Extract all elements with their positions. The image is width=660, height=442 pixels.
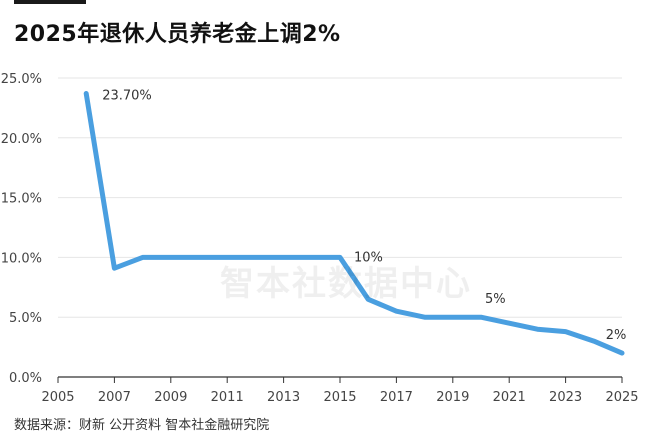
y-axis: 0.0% 5.0% 10.0% 15.0% 20.0% 25.0%: [1, 72, 42, 386]
x-axis: 2005 2007 2009 2011 2013 2015 2017 2019 2021 2023…: [41, 377, 639, 405]
y-tick-label: 5.0%: [9, 311, 42, 326]
chart-title: 2025年退休人员养老金上调2%: [14, 22, 341, 47]
gridlines: [58, 77, 622, 378]
x-tick-label: 2023: [549, 390, 582, 405]
y-tick-label: 20.0%: [1, 132, 42, 147]
y-tick-label: 0.0%: [9, 371, 42, 386]
x-tick-label: 2005: [41, 390, 74, 405]
x-tick-label: 2025: [605, 390, 638, 405]
y-tick-label: 25.0%: [1, 72, 42, 87]
x-tick-label: 2015: [323, 390, 356, 405]
data-label: 2%: [606, 328, 627, 343]
x-tick-label: 2017: [380, 390, 413, 405]
x-tick-label: 2021: [493, 390, 526, 405]
x-tick-label: 2009: [154, 390, 187, 405]
series-layer: [83, 91, 625, 356]
x-tick-label: 2013: [267, 390, 300, 405]
data-labels: 23.70% 10% 5% 2%: [102, 89, 626, 344]
data-label: 23.70%: [102, 89, 152, 104]
source-note: 数据来源：财新 公开资料 智本社金融研究院: [14, 418, 270, 433]
data-label: 10%: [354, 250, 383, 265]
x-tick-label: 2007: [98, 390, 131, 405]
watermark: 智本社数据中心: [220, 264, 472, 304]
y-tick-label: 10.0%: [1, 251, 42, 266]
y-tick-label: 15.0%: [1, 192, 42, 207]
title-accent-bar: [14, 0, 86, 4]
series-line: [83, 91, 625, 356]
x-tick-label: 2011: [211, 390, 244, 405]
x-tick-label: 2019: [436, 390, 469, 405]
data-label: 5%: [485, 292, 506, 307]
